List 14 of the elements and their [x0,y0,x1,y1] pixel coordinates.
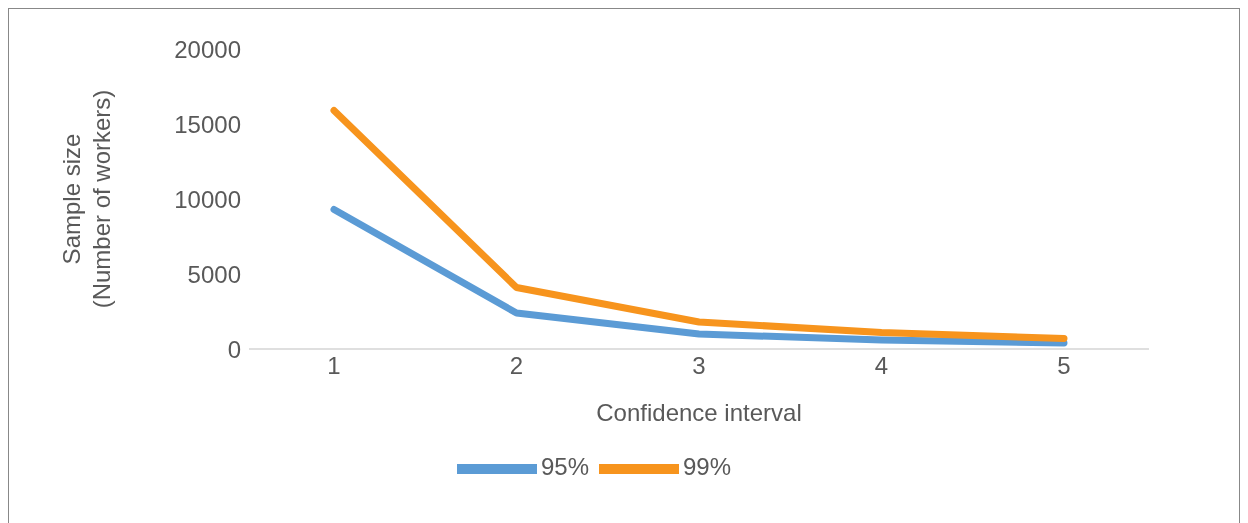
x-tick-label: 3 [692,352,706,380]
legend-label: 95% [540,453,589,481]
x-tick-label: 5 [1057,352,1071,380]
x-axis-title: Confidence interval [596,399,802,426]
y-tick-label: 10000 [174,185,241,213]
y-tick-label: 15000 [174,110,241,138]
y-tick-label: 5000 [187,260,241,288]
x-tick-label: 4 [874,352,889,380]
x-tick-label: 1 [327,352,341,380]
y-tick-label: 0 [227,335,241,363]
y-axis-title: Sample size (Number of workers) [58,89,115,309]
x-tick-label: 2 [509,352,524,380]
y-tick-label: 20000 [174,35,241,63]
legend-label: 99% [683,453,732,481]
